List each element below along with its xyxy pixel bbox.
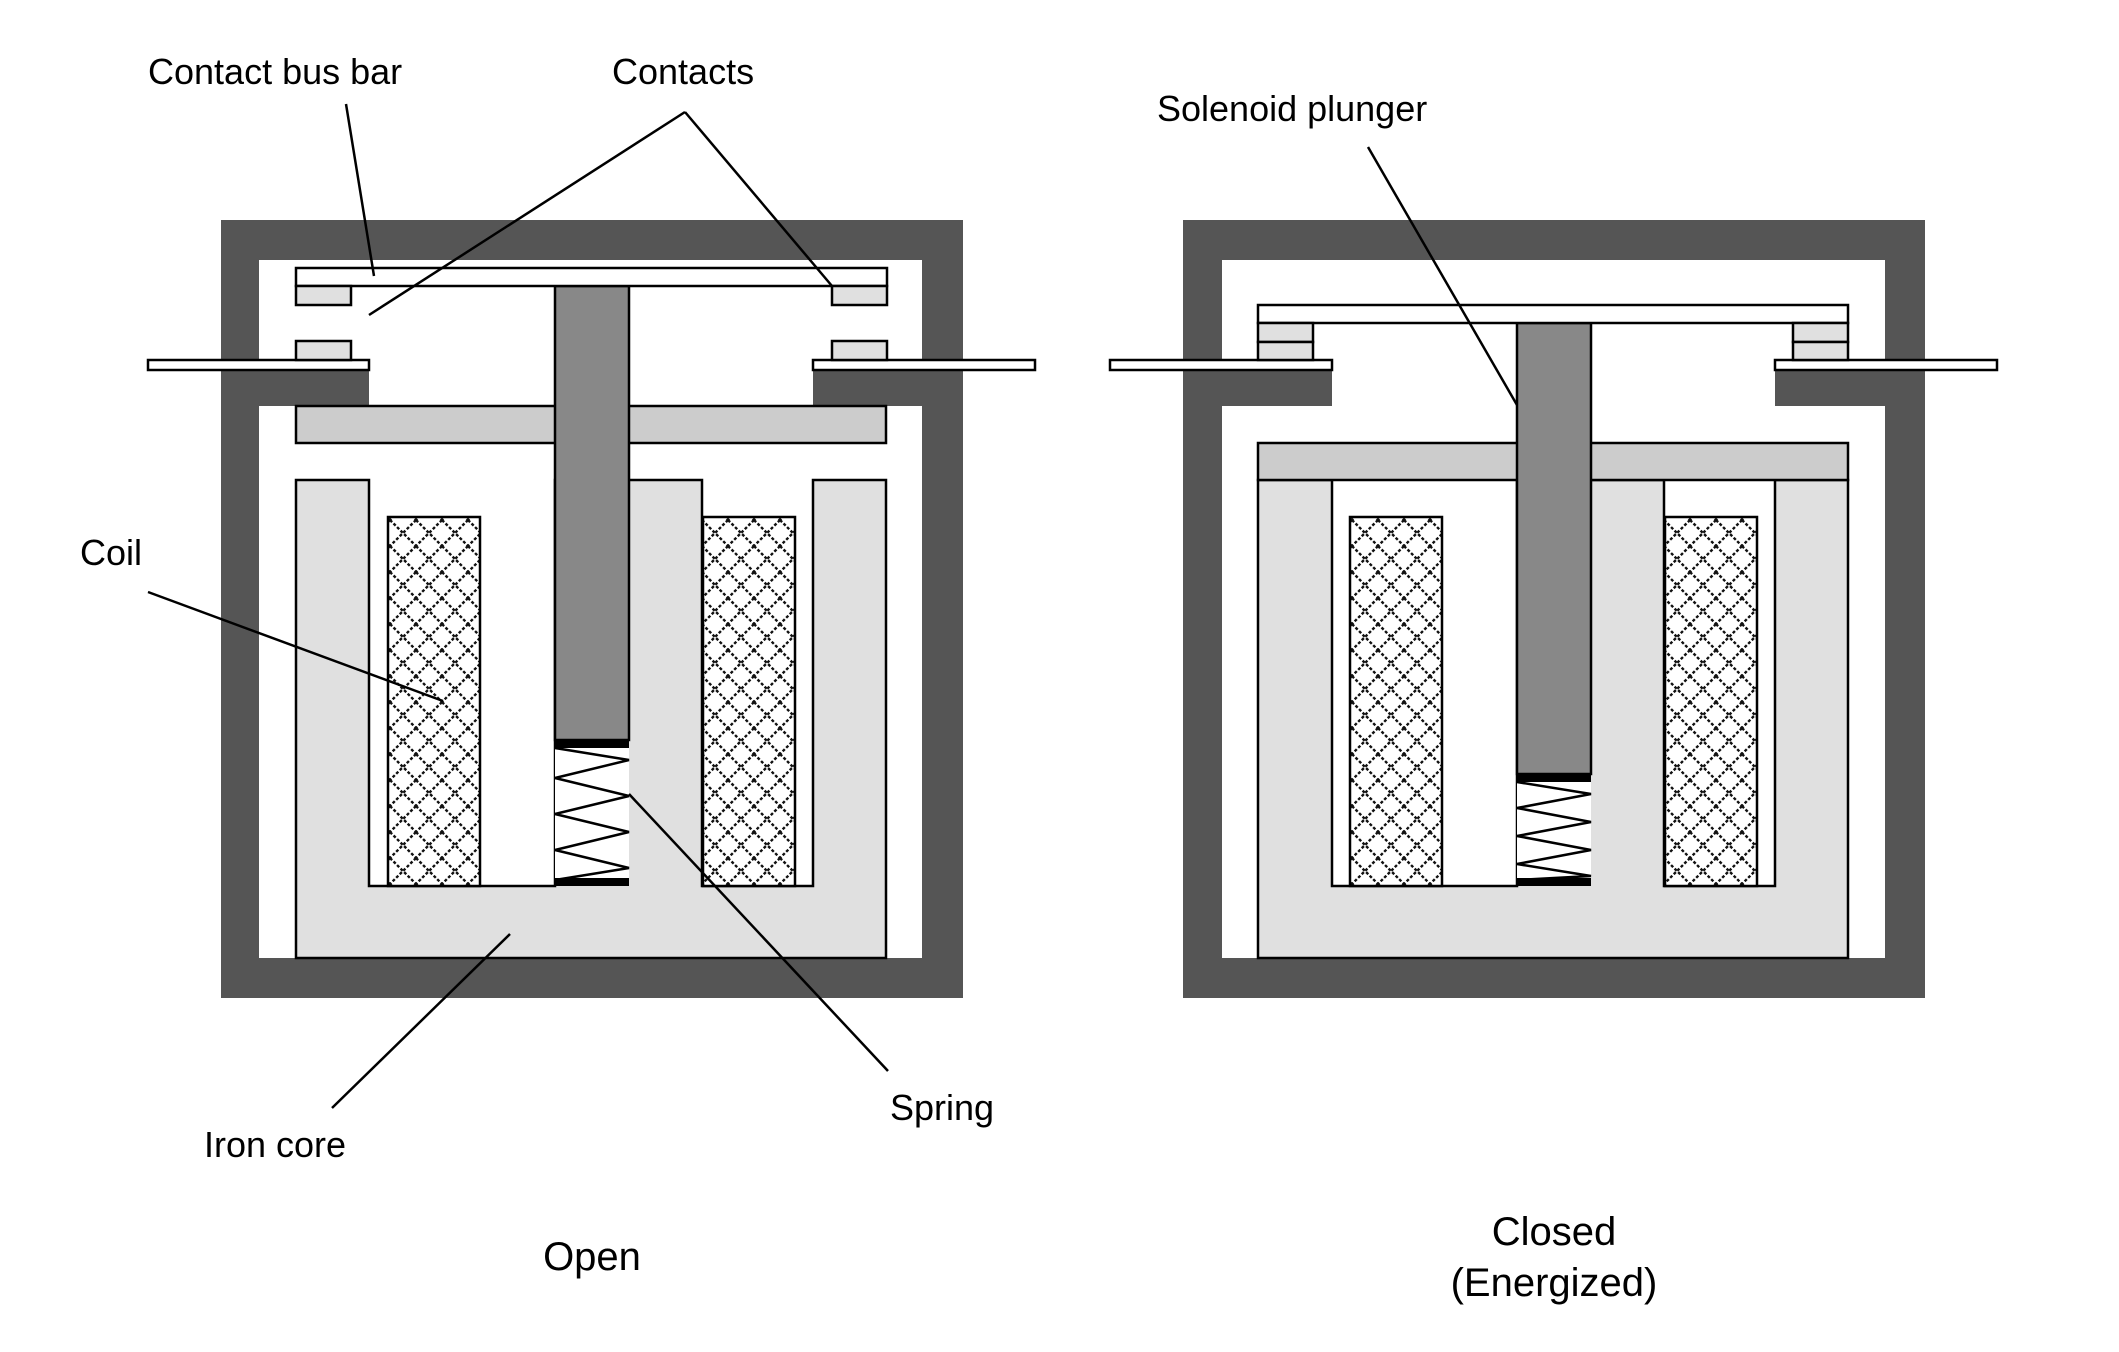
- contact-fixed-right: [830, 339, 889, 362]
- leader-spring: [628, 793, 889, 1072]
- coil-left: [386, 515, 482, 888]
- leader-contacts-left: [368, 110, 686, 317]
- leader-contact-bus-bar: [344, 103, 376, 277]
- spring: [554, 740, 630, 886]
- closed-solenoid: [1108, 220, 1999, 998]
- contact-bus-bar: [1256, 303, 1850, 325]
- label-contacts: Contacts: [612, 51, 754, 92]
- contact-moving-right: [1791, 321, 1850, 344]
- label-coil: Coil: [80, 532, 142, 573]
- leader-coil: [147, 590, 444, 703]
- contact-moving-left: [1256, 321, 1315, 344]
- label-contact-bus-bar: Contact bus bar: [148, 51, 402, 92]
- terminal-left: [146, 358, 371, 372]
- housing-lip-right: [813, 366, 922, 406]
- open-solenoid: [146, 220, 1037, 998]
- contact-fixed-left: [1256, 340, 1315, 362]
- terminal-right: [811, 358, 1037, 372]
- caption-closed: Closed: [1492, 1210, 1617, 1254]
- contact-moving-left: [294, 284, 353, 307]
- contact-fixed-left: [294, 339, 353, 362]
- coil-left: [1348, 515, 1444, 888]
- caption-open: Open: [543, 1235, 641, 1279]
- leader-iron-core: [331, 933, 511, 1109]
- label-spring: Spring: [890, 1087, 994, 1128]
- solenoid-plunger: [1515, 321, 1593, 776]
- contact-moving-right: [830, 284, 889, 307]
- leader-contacts-right: [684, 111, 833, 287]
- housing-lip-right: [1775, 366, 1885, 406]
- housing-lip-left: [259, 366, 369, 406]
- housing-lip-left: [1222, 366, 1332, 406]
- caption-energized: (Energized): [1451, 1261, 1658, 1305]
- leader-solenoid-plunger: [1366, 146, 1519, 406]
- label-solenoid-plunger: Solenoid plunger: [1157, 88, 1427, 129]
- leader-lines: [147, 103, 1519, 1109]
- terminal-right: [1773, 358, 1999, 372]
- contact-bus-bar: [294, 266, 889, 288]
- coil-right: [1663, 515, 1759, 888]
- coil-right: [701, 515, 797, 888]
- spring: [1516, 774, 1592, 886]
- solenoid-plunger: [553, 284, 631, 742]
- label-iron-core: Iron core: [204, 1124, 346, 1165]
- contact-fixed-right: [1791, 340, 1850, 362]
- terminal-left: [1108, 358, 1334, 372]
